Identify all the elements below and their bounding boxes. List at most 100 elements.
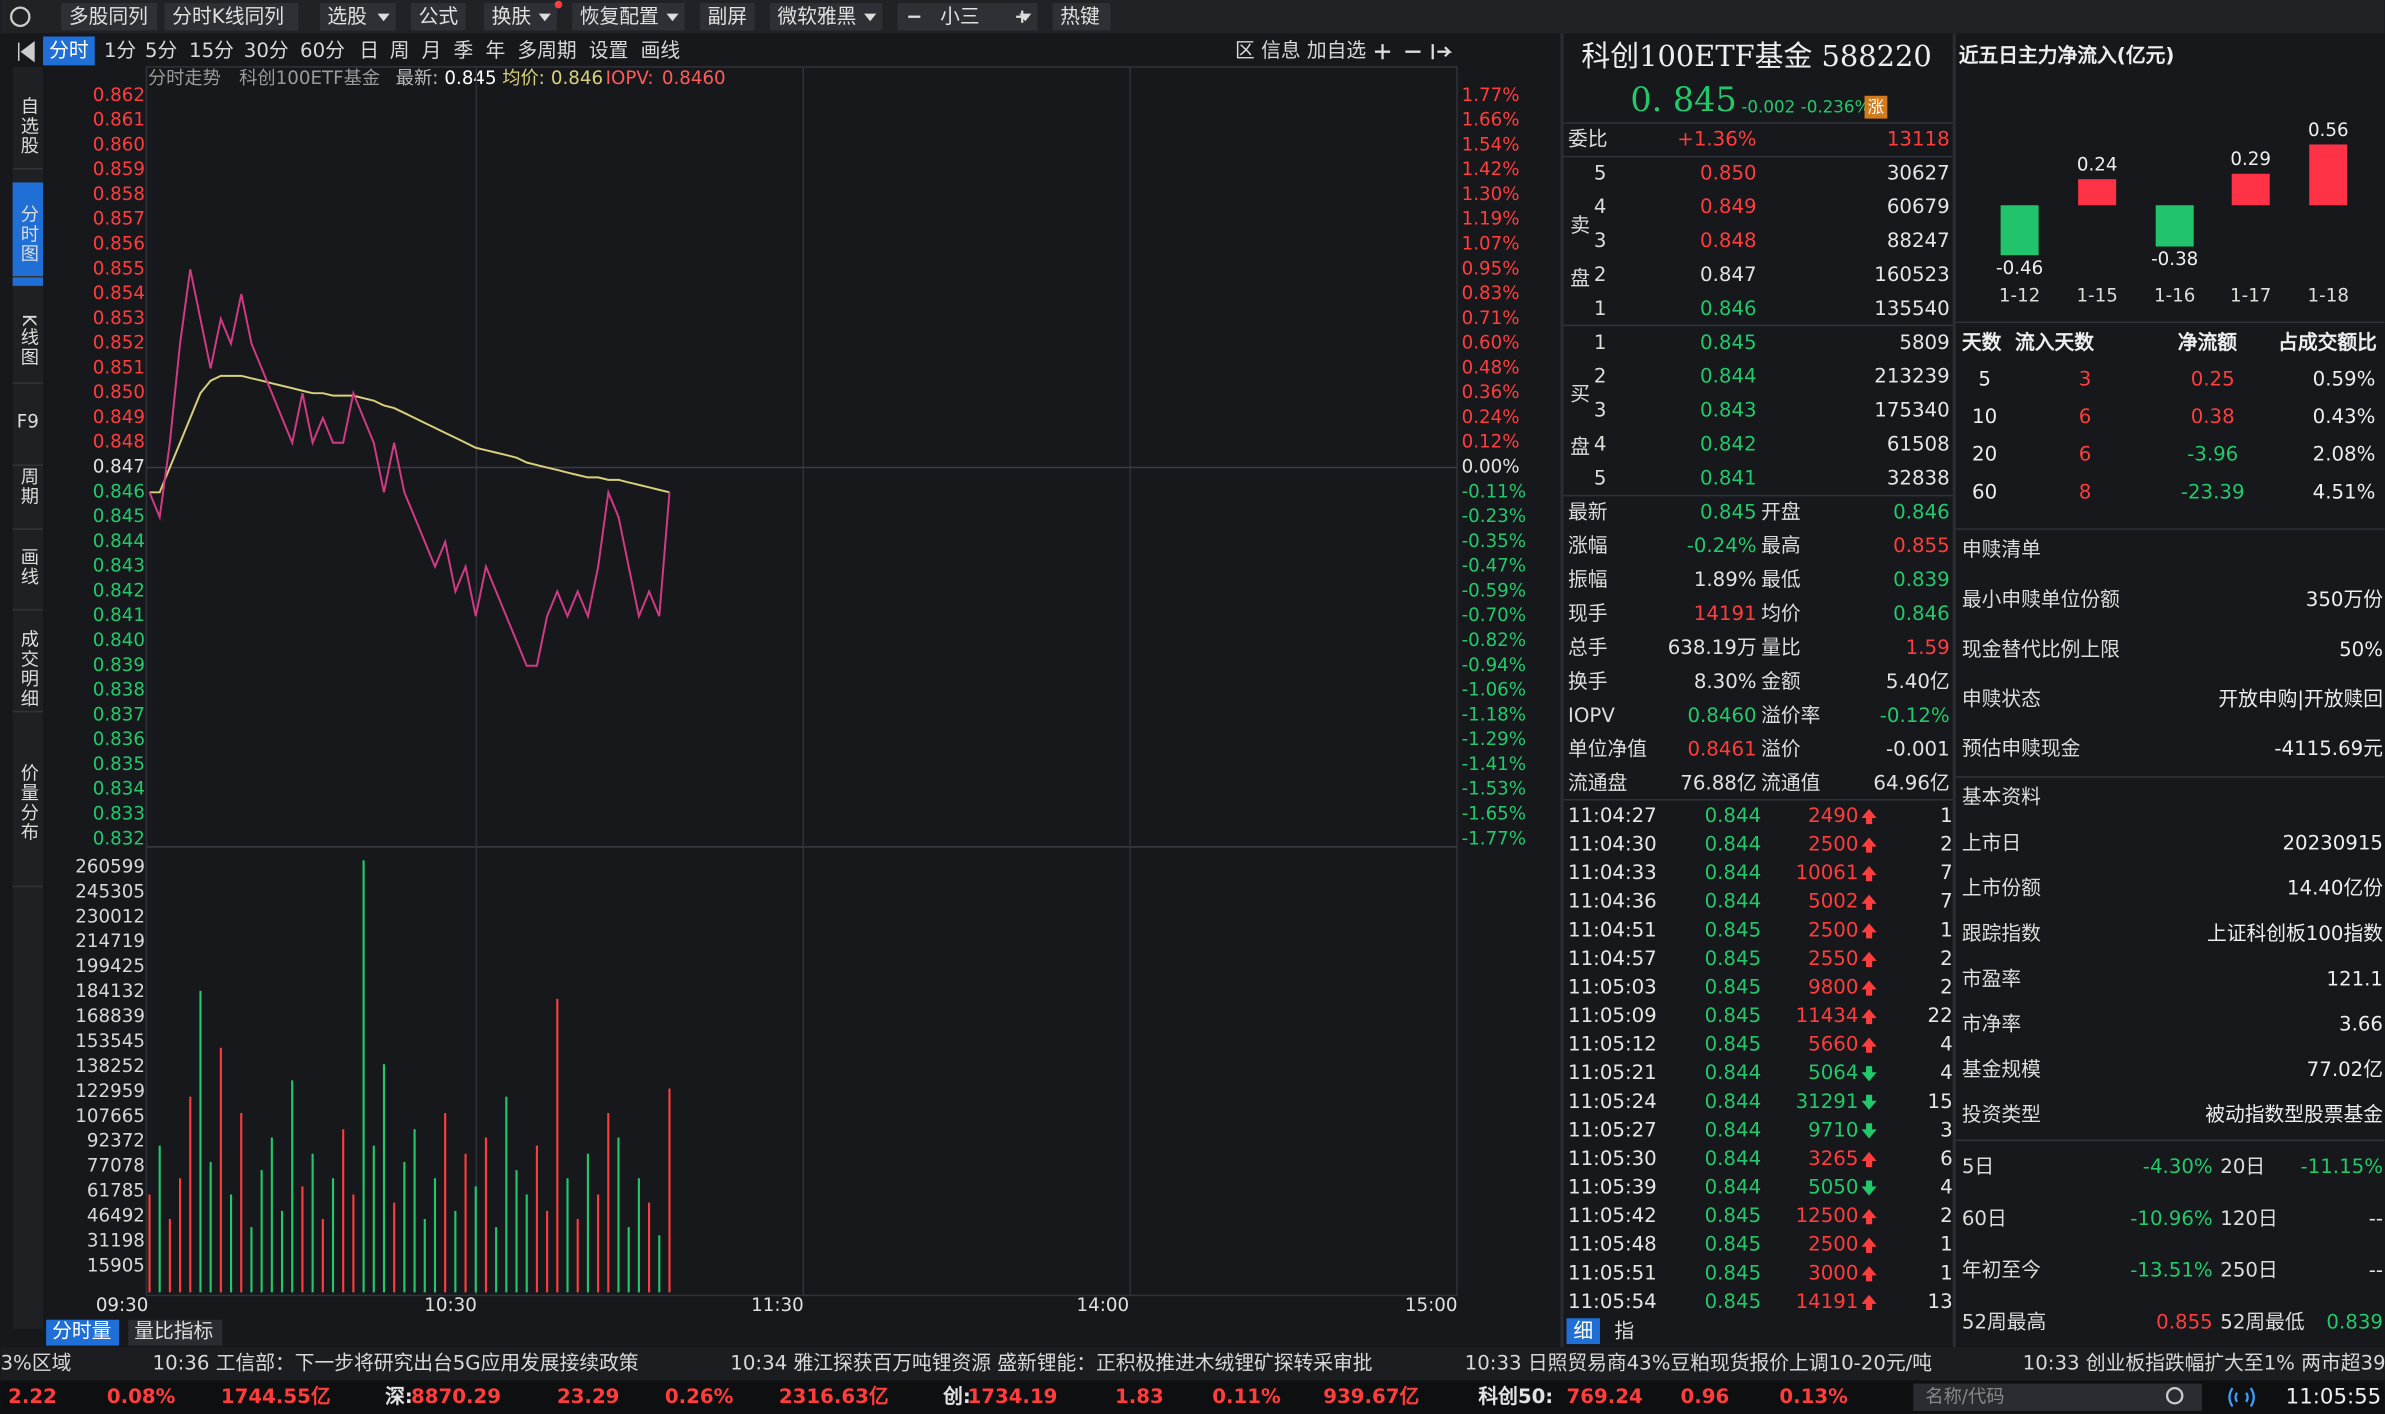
level-price: 0.841 [1700,466,1757,489]
side-tab[interactable]: 自选股 [18,97,39,156]
flow-bar [2155,205,2194,247]
toolbar-button[interactable] [61,3,158,31]
period-tab[interactable]: 画线 [641,39,681,62]
toolbar-button-label[interactable]: 换肤 [492,5,532,28]
side-tab[interactable]: F9 [17,412,39,433]
period-tab[interactable]: 周 [390,39,410,62]
detail-tab[interactable]: 指 [1614,1319,1634,1342]
news-ticker [0,1347,2385,1381]
avg-line [149,374,670,494]
flow-title: 近五日主力净流入(亿元) [1959,44,2175,67]
level-volume: 213239 [1874,365,1949,388]
period-tab-active[interactable] [43,36,95,66]
news-item[interactable]: 10:33 创业板指跌幅扩大至1% 两市超39 [2023,1351,2385,1374]
level: 2 [1594,263,1607,286]
trade-volume: 3265 [1808,1147,1858,1170]
toolbar-button[interactable] [164,3,299,31]
trade-volume: 5064 [1808,1061,1858,1084]
bottom-tab[interactable]: 分时量 [52,1319,111,1342]
toolbar-button[interactable] [410,3,466,31]
price-tick-label: 0.862 [93,85,145,106]
trade-time: 11:04:51 [1568,918,1657,941]
pct-tick-label: -0.11% [1462,481,1527,502]
trade-arrow [1861,1008,1877,1025]
trade-arrow [1861,1266,1877,1282]
period-tab[interactable]: 设置 [589,39,629,62]
toolbar-button-label[interactable]: 副屏 [707,5,747,28]
search-placeholder[interactable]: 名称/代码 [1925,1386,2004,1407]
period-tab[interactable]: 5分 [145,39,177,62]
side-tab[interactable]: K线图 [18,314,39,367]
table-header: 净流额 [2178,331,2238,354]
toolbar-button[interactable] [572,3,685,31]
info-value: 被动指数型股票基金 [2205,1103,2383,1126]
pct-tick-label: 1.07% [1462,233,1520,254]
zoom-icons[interactable] [1374,44,1453,60]
chart-tools[interactable]: 区 信息 加自选 [1235,39,1366,62]
toolbar-button[interactable] [897,3,1038,31]
trade-count: 7 [1940,861,1953,884]
news-item[interactable]: 10:36 工信部：下一步将研究出台5G应用发展接续政策 [153,1351,639,1374]
toolbar-button[interactable] [1052,3,1111,31]
bottom-tab[interactable]: 量比指标 [134,1319,213,1342]
news-item[interactable]: 10:33 日照贸易商43%豆粕现货报价上调10-20元/吨 [1465,1351,1932,1374]
return-label: 年初至今 [1962,1259,2041,1282]
level: 1 [1594,297,1607,320]
toolbar-button[interactable] [699,3,755,31]
period-tab[interactable]: 日 [359,39,379,62]
news-item[interactable]: 10:34 雅江探获百万吨锂资源 盛新锂能：正积极推进木绒锂矿探转采审批 [730,1351,1372,1374]
period-tab[interactable]: 分时 [49,39,89,62]
toolbar-button-label[interactable]: 热键 [1060,5,1100,28]
pct-tick-label: -1.06% [1462,680,1527,701]
period-tab[interactable]: 年 [486,39,506,62]
bottom-tab-active[interactable] [46,1319,120,1346]
toolbar-button[interactable] [769,3,883,31]
stat-label: 现手 [1568,602,1608,625]
search-box[interactable] [1913,1383,2203,1411]
period-tab[interactable]: 季 [454,39,474,62]
side-tab[interactable]: 周期 [18,467,39,507]
bottom-tab[interactable] [128,1319,223,1346]
stat-label: 最低 [1761,568,1801,591]
volume-tick-label: 122959 [75,1081,145,1102]
toolbar-button-label[interactable]: 分时K线同列 [172,5,284,28]
detail-tab[interactable]: 细 [1573,1319,1593,1342]
chart-header: 0.846 [551,68,603,89]
toolbar-button-label[interactable]: 选股 [327,5,367,28]
trade-time: 11:05:48 [1568,1233,1657,1256]
stat-value: 0.845 [1700,500,1757,523]
period-tab[interactable]: 15分 [189,39,234,62]
price-tick-label: 0.858 [93,184,145,205]
toolbar-button-label[interactable]: 微软雅黑 [777,5,856,28]
toolbar-button-label[interactable]: 小三 [940,5,980,28]
app-icon[interactable] [9,6,31,27]
period-tab[interactable]: 月 [422,39,442,62]
toolbar-button-label[interactable]: 恢复配置 [580,5,659,28]
period-tab[interactable]: 多周期 [517,39,576,62]
trade-arrow [1861,1294,1877,1311]
period-tab[interactable]: 1分 [104,39,136,62]
trade-arrow [1861,951,1877,967]
flow-value-label: 0.56 [2308,120,2349,141]
period-tab[interactable]: 30分 [244,39,289,62]
side-tab[interactable]: 画线 [18,547,39,587]
level-price: 0.845 [1700,331,1757,354]
detail-tab-active[interactable] [1566,1318,1600,1345]
side-tab[interactable]: 分时图 [18,205,39,264]
news-item[interactable]: 3%区域 [0,1351,71,1374]
toolbar-button-label[interactable]: 多股同列 [69,5,148,28]
period-tab[interactable]: 60分 [300,39,345,62]
toolbar-button-label[interactable]: 公式 [419,5,459,28]
price-tick-label: 0.839 [93,655,145,676]
price-tick-label: 0.836 [93,729,145,750]
level: 5 [1594,161,1607,184]
side-tab[interactable]: 价量分布 [18,763,39,842]
trade-count: 2 [1940,947,1953,970]
index-quote: 769.24 [1567,1385,1643,1408]
side-tab-active[interactable] [12,182,44,286]
side-tab[interactable]: 成交明细 [18,629,39,708]
trade-count: 1 [1940,918,1953,941]
first-icon[interactable] [17,41,35,63]
table-cell: 10 [1972,405,1997,428]
